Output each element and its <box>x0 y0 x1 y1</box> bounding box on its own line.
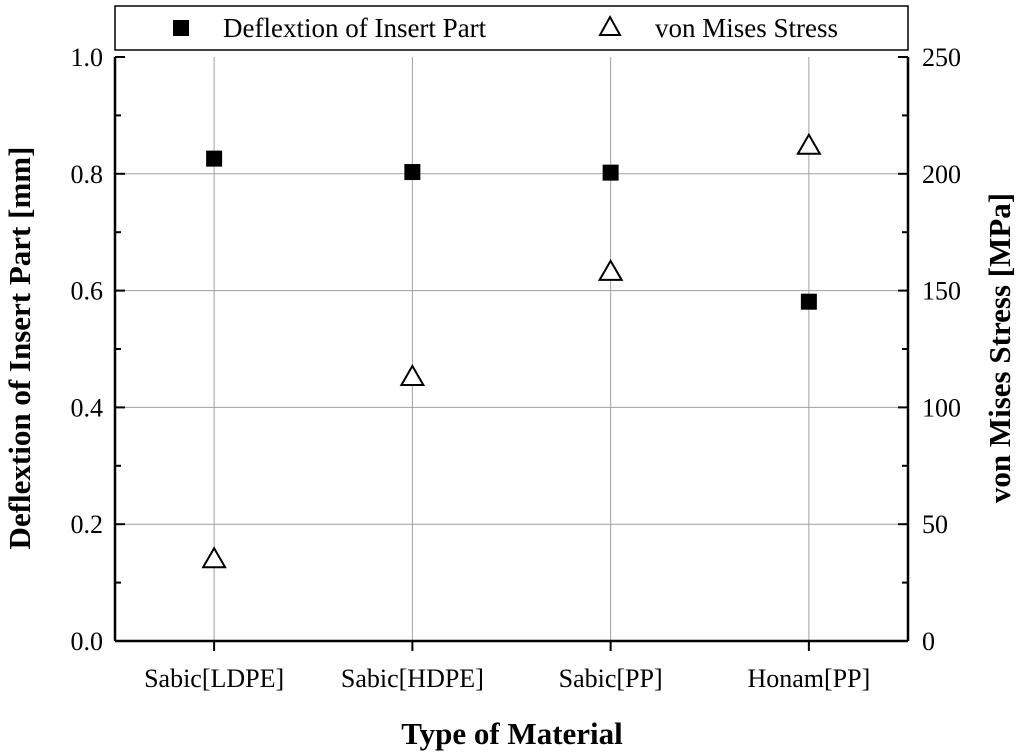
y-axis-title: Deflextion of Insert Part [mm] <box>2 147 37 550</box>
stress-point <box>597 258 624 281</box>
stress-point <box>201 546 227 569</box>
y2-tick-label: 200 <box>922 160 961 189</box>
legend-triangle-marker <box>598 14 622 36</box>
deflection-point <box>206 150 223 167</box>
data-marks <box>201 132 822 569</box>
legend-label-deflection: Deflextion of Insert Part <box>223 13 487 43</box>
x-tick-label: Sabic[PP] <box>559 664 663 693</box>
x-tick-label: Honam[PP] <box>747 664 870 693</box>
x-tick-label: Sabic[LDPE] <box>144 664 284 693</box>
deflection-point <box>800 293 817 310</box>
y-tick-label: 0.2 <box>71 510 104 539</box>
y2-tick-label: 250 <box>922 43 961 72</box>
y2-tick-label: 100 <box>922 393 961 422</box>
stress-point <box>399 364 426 387</box>
legend: Deflextion of Insert Part von Mises Stre… <box>114 5 909 51</box>
y-tick-label: 0.6 <box>71 277 104 306</box>
legend-square-marker <box>173 20 189 36</box>
stress-point <box>796 132 822 155</box>
tick-labels: 0.0 0.2 0.4 0.6 0.8 1.0 0 50 100 150 200 250 Sabic[L… <box>71 43 962 693</box>
legend-label-stress: von Mises Stress <box>655 13 838 43</box>
x-axis-title: Type of Material <box>401 716 623 751</box>
deflection-point <box>602 164 619 181</box>
y2-tick-label: 0 <box>922 627 935 656</box>
y2-tick-label: 150 <box>922 277 961 306</box>
y-tick-label: 0.0 <box>71 627 104 656</box>
deflection-point <box>404 164 421 181</box>
y2-tick-label: 50 <box>922 510 948 539</box>
y-tick-label: 1.0 <box>71 43 104 72</box>
grid-lines <box>115 57 908 641</box>
legend-box <box>114 5 909 51</box>
y-tick-label: 0.8 <box>71 160 104 189</box>
axes <box>113 56 910 651</box>
y2-axis-title: von Mises Stress [MPa] <box>982 193 1017 503</box>
x-tick-label: Sabic[HDPE] <box>341 664 484 693</box>
y-tick-label: 0.4 <box>71 393 104 422</box>
